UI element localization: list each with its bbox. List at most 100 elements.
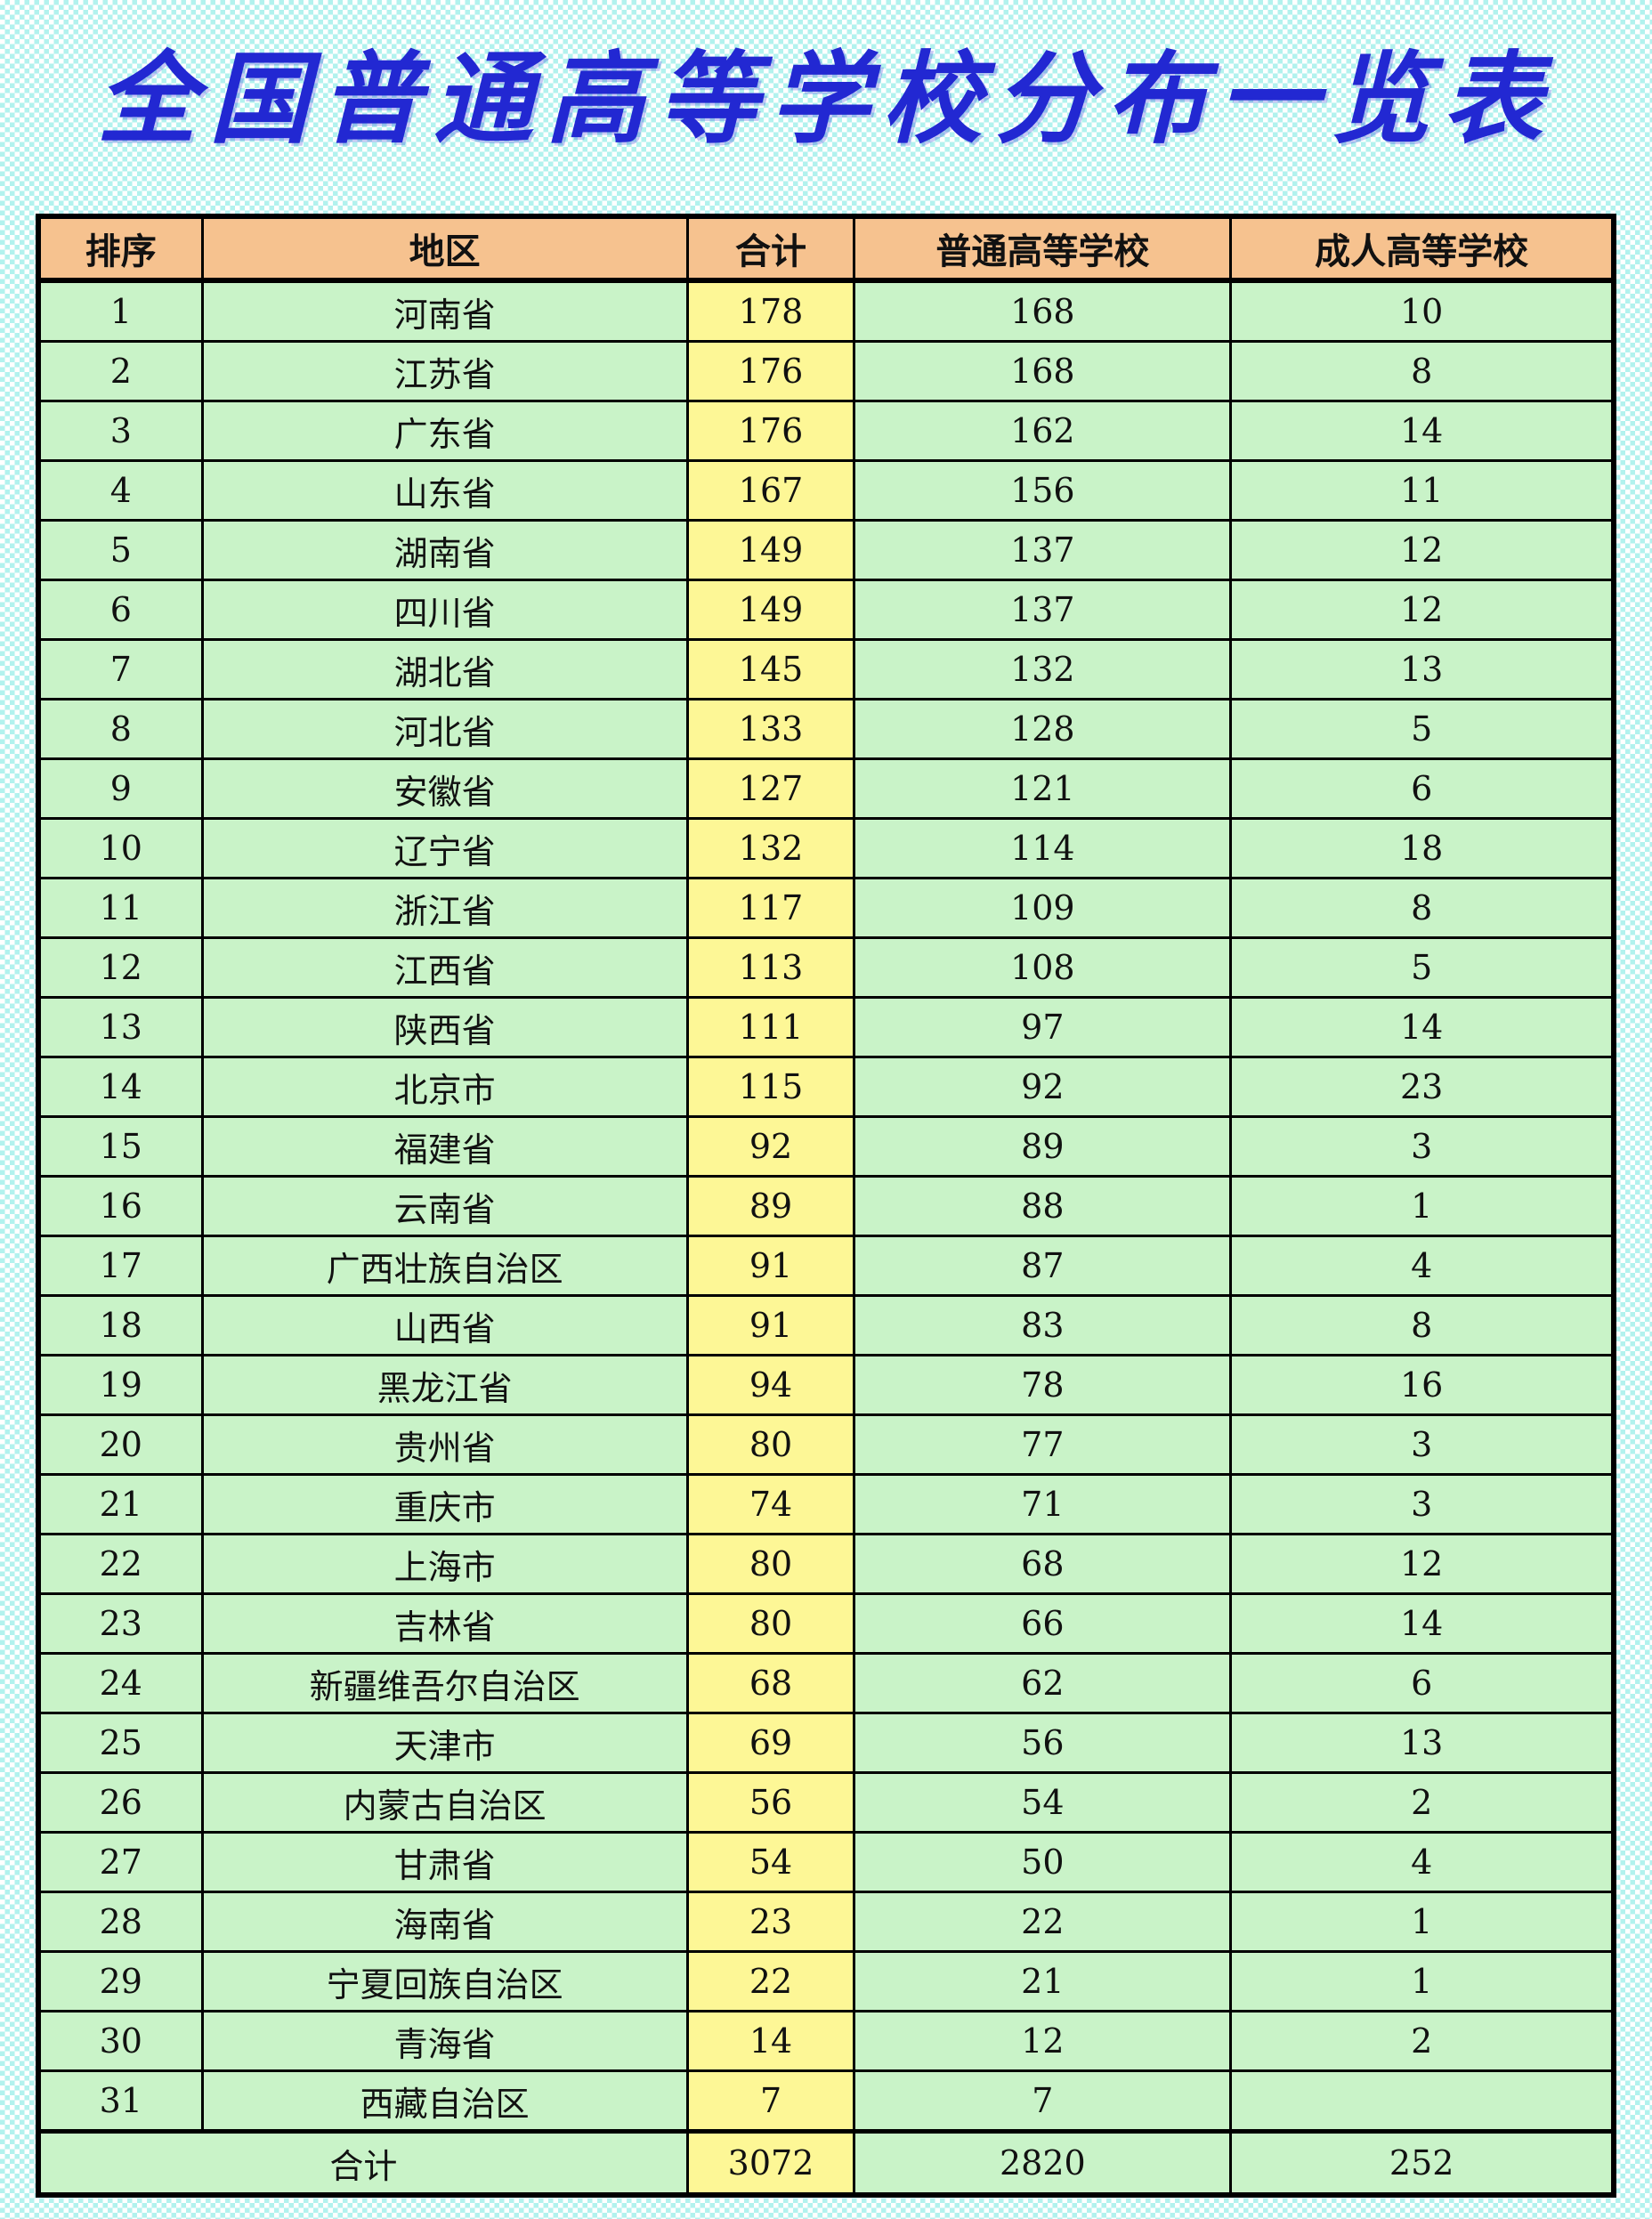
distribution-table: 排序 地区 合计 普通高等学校 成人高等学校 1 河南省 178 168 10 2 江苏省 176 16… <box>36 214 1616 2198</box>
region-cell: 湖北省 <box>200 638 689 701</box>
region-cell: 四川省 <box>200 579 689 641</box>
total-cell: 54 <box>685 1831 856 1893</box>
total-label-cell: 合计 <box>36 2129 689 2197</box>
regular-cell: 121 <box>853 757 1233 820</box>
table-row: 29 宁夏回族自治区 22 21 1 <box>36 1950 1616 2012</box>
region-cell: 内蒙古自治区 <box>200 1771 689 1834</box>
table-row: 6 四川省 149 137 12 <box>36 579 1616 641</box>
adult-cell: 5 <box>1229 936 1616 999</box>
rank-cell: 17 <box>36 1235 204 1297</box>
adult-cell: 6 <box>1229 757 1616 820</box>
table-row: 5 湖南省 149 137 12 <box>36 519 1616 581</box>
adult-cell: 3 <box>1229 1473 1616 1535</box>
col-header-total: 合计 <box>685 215 856 283</box>
rank-cell: 5 <box>36 519 204 581</box>
region-cell: 辽宁省 <box>200 817 689 879</box>
region-cell: 湖南省 <box>200 519 689 581</box>
table-row: 16 云南省 89 88 1 <box>36 1175 1616 1237</box>
adult-cell: 14 <box>1229 996 1616 1058</box>
total-cell: 149 <box>685 579 856 641</box>
total-cell: 80 <box>685 1592 856 1655</box>
regular-cell: 54 <box>853 1771 1233 1834</box>
region-cell: 江西省 <box>200 936 689 999</box>
rank-cell: 14 <box>36 1056 204 1118</box>
table-row: 4 山东省 167 156 11 <box>36 459 1616 522</box>
rank-cell: 26 <box>36 1771 204 1834</box>
total-cell: 167 <box>685 459 856 522</box>
table-row: 22 上海市 80 68 12 <box>36 1533 1616 1595</box>
total-cell: 80 <box>685 1413 856 1476</box>
region-cell: 重庆市 <box>200 1473 689 1535</box>
regular-cell: 156 <box>853 459 1233 522</box>
rank-cell: 10 <box>36 817 204 879</box>
rank-cell: 27 <box>36 1831 204 1893</box>
table-row: 24 新疆维吾尔自治区 68 62 6 <box>36 1652 1616 1714</box>
adult-cell: 3 <box>1229 1115 1616 1178</box>
region-cell: 西藏自治区 <box>200 2069 689 2133</box>
regular-cell: 56 <box>853 1712 1233 1774</box>
region-cell: 天津市 <box>200 1712 689 1774</box>
total-cell: 92 <box>685 1115 856 1178</box>
adult-cell: 10 <box>1229 279 1616 343</box>
rank-cell: 23 <box>36 1592 204 1655</box>
adult-cell: 2 <box>1229 1771 1616 1834</box>
regular-cell: 12 <box>853 2010 1233 2072</box>
adult-cell: 23 <box>1229 1056 1616 1118</box>
rank-cell: 6 <box>36 579 204 641</box>
rank-cell: 4 <box>36 459 204 522</box>
table-row: 11 浙江省 117 109 8 <box>36 877 1616 939</box>
total-cell: 145 <box>685 638 856 701</box>
table-row: 28 海南省 23 22 1 <box>36 1891 1616 1953</box>
regular-cell: 71 <box>853 1473 1233 1535</box>
table-header: 排序 地区 合计 普通高等学校 成人高等学校 <box>36 215 1616 283</box>
total-cell: 69 <box>685 1712 856 1774</box>
table-row: 23 吉林省 80 66 14 <box>36 1592 1616 1655</box>
header-row: 排序 地区 合计 普通高等学校 成人高等学校 <box>36 215 1616 283</box>
region-cell: 宁夏回族自治区 <box>200 1950 689 2012</box>
adult-cell: 12 <box>1229 1533 1616 1595</box>
total-cell: 176 <box>685 340 856 402</box>
rank-cell: 18 <box>36 1294 204 1357</box>
adult-cell: 14 <box>1229 400 1616 462</box>
regular-cell: 78 <box>853 1354 1233 1416</box>
adult-cell: 1 <box>1229 1891 1616 1953</box>
total-row: 合计 3072 2820 252 <box>36 2129 1616 2197</box>
adult-cell: 2 <box>1229 2010 1616 2072</box>
total-regular-cell: 2820 <box>853 2129 1233 2197</box>
adult-cell: 5 <box>1229 698 1616 760</box>
total-cell: 149 <box>685 519 856 581</box>
table-row: 27 甘肃省 54 50 4 <box>36 1831 1616 1893</box>
region-cell: 浙江省 <box>200 877 689 939</box>
table-row: 15 福建省 92 89 3 <box>36 1115 1616 1178</box>
adult-cell: 1 <box>1229 1175 1616 1237</box>
table-row: 31 西藏自治区 7 7 <box>36 2069 1616 2133</box>
rank-cell: 1 <box>36 279 204 343</box>
rank-cell: 30 <box>36 2010 204 2072</box>
total-cell: 7 <box>685 2069 856 2133</box>
table-row: 25 天津市 69 56 13 <box>36 1712 1616 1774</box>
adult-cell: 14 <box>1229 1592 1616 1655</box>
table-row: 8 河北省 133 128 5 <box>36 698 1616 760</box>
total-cell: 117 <box>685 877 856 939</box>
region-cell: 山东省 <box>200 459 689 522</box>
region-cell: 广东省 <box>200 400 689 462</box>
rank-cell: 15 <box>36 1115 204 1178</box>
regular-cell: 109 <box>853 877 1233 939</box>
regular-cell: 92 <box>853 1056 1233 1118</box>
region-cell: 海南省 <box>200 1891 689 1953</box>
adult-cell: 13 <box>1229 1712 1616 1774</box>
region-cell: 甘肃省 <box>200 1831 689 1893</box>
regular-cell: 137 <box>853 519 1233 581</box>
adult-cell: 16 <box>1229 1354 1616 1416</box>
col-header-region: 地区 <box>200 215 689 283</box>
rank-cell: 31 <box>36 2069 204 2133</box>
adult-cell: 8 <box>1229 340 1616 402</box>
rank-cell: 16 <box>36 1175 204 1237</box>
regular-cell: 162 <box>853 400 1233 462</box>
total-cell: 91 <box>685 1294 856 1357</box>
adult-cell: 18 <box>1229 817 1616 879</box>
region-cell: 江苏省 <box>200 340 689 402</box>
total-cell: 91 <box>685 1235 856 1297</box>
table-row: 12 江西省 113 108 5 <box>36 936 1616 999</box>
